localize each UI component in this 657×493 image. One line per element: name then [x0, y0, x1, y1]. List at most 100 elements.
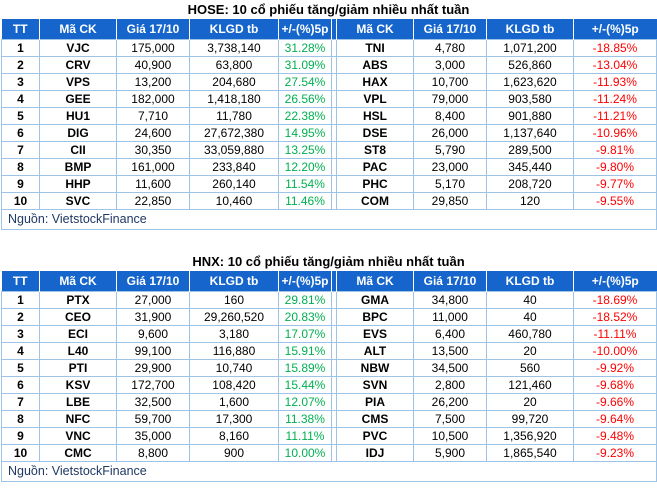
- table-row: 4 GEE 182,000 1,418,180 26.56% VPL 79,000 903,5…: [1, 90, 657, 108]
- rank-cell: 1: [1, 39, 40, 57]
- change-cell: 11.38%: [278, 410, 332, 428]
- table-row: 10 CMC 8,800 900 10.00% IDJ 5,900 1,865,540 -9.2…: [1, 444, 657, 462]
- change-cell: -9.64%: [573, 410, 657, 428]
- symbol-cell: LBE: [39, 393, 117, 411]
- rank-cell: 7: [1, 393, 40, 411]
- price-cell: 29,850: [413, 192, 487, 210]
- symbol-cell: NBW: [336, 359, 414, 377]
- volume-cell: 40: [486, 291, 574, 309]
- symbol-cell: DIG: [39, 124, 117, 142]
- volume-cell: 3,738,140: [189, 39, 279, 57]
- symbol-cell: EVS: [336, 325, 414, 343]
- symbol-cell: TNI: [336, 39, 414, 57]
- volume-cell: 116,880: [189, 342, 279, 360]
- rank-cell: 6: [1, 124, 40, 142]
- volume-cell: 20: [486, 393, 574, 411]
- symbol-cell: VPS: [39, 73, 117, 91]
- rank-cell: 2: [1, 56, 40, 74]
- column-header-0: TT: [1, 271, 40, 292]
- column-header-8: +/-(%)5p: [573, 19, 657, 40]
- volume-cell: 1,356,920: [486, 427, 574, 445]
- rank-cell: 4: [1, 342, 40, 360]
- column-header-5: Mã CK: [336, 271, 414, 292]
- change-cell: 11.46%: [278, 192, 332, 210]
- column-header-1: Mã CK: [39, 271, 117, 292]
- hose-table-title: HOSE: 10 cổ phiếu tăng/giảm nhiều nhất t…: [187, 2, 470, 17]
- price-cell: 161,000: [116, 158, 190, 176]
- table-row: 5 PTI 29,900 10,740 15.89% NBW 34,500 560 -9.92%: [1, 359, 657, 377]
- change-cell: 13.25%: [278, 141, 332, 159]
- symbol-cell: IDJ: [336, 444, 414, 462]
- symbol-cell: CEO: [39, 308, 117, 326]
- symbol-cell: DSE: [336, 124, 414, 142]
- volume-cell: 1,865,540: [486, 444, 574, 462]
- table-body: 1 PTX 27,000 160 29.81% GMA 34,800 40 -18.69% 2 CE…: [1, 291, 657, 462]
- volume-cell: 63,800: [189, 56, 279, 74]
- rank-cell: 8: [1, 410, 40, 428]
- change-cell: 10.00%: [278, 444, 332, 462]
- change-cell: -9.55%: [573, 192, 657, 210]
- volume-cell: 27,672,380: [189, 124, 279, 142]
- column-header-2: Giá 17/10: [116, 271, 190, 292]
- price-cell: 5,790: [413, 141, 487, 159]
- change-cell: -18.69%: [573, 291, 657, 309]
- symbol-cell: VNC: [39, 427, 117, 445]
- rank-cell: 7: [1, 141, 40, 159]
- price-cell: 10,700: [413, 73, 487, 91]
- change-cell: -9.77%: [573, 175, 657, 193]
- source-row: Nguồn: VietstockFinance: [1, 209, 657, 230]
- symbol-cell: HHP: [39, 175, 117, 193]
- volume-cell: 99,720: [486, 410, 574, 428]
- table-row: 5 HU1 7,710 11,780 22.38% HSL 8,400 901,880 -11.…: [1, 107, 657, 125]
- change-cell: -11.11%: [573, 325, 657, 343]
- price-cell: 35,000: [116, 427, 190, 445]
- table-row: 7 CII 30,350 33,059,880 13.25% ST8 5,790 289,50…: [1, 141, 657, 159]
- symbol-cell: HU1: [39, 107, 117, 125]
- symbol-cell: L40: [39, 342, 117, 360]
- volume-cell: 1,071,200: [486, 39, 574, 57]
- column-header-0: TT: [1, 19, 40, 40]
- column-header-8: +/-(%)5p: [573, 271, 657, 292]
- price-cell: 30,350: [116, 141, 190, 159]
- column-header-5: Mã CK: [336, 19, 414, 40]
- symbol-cell: CMS: [336, 410, 414, 428]
- volume-cell: 526,860: [486, 56, 574, 74]
- symbol-cell: BPC: [336, 308, 414, 326]
- rank-cell: 5: [1, 359, 40, 377]
- hose-movers-table: TT Mã CK Giá 17/10 KLGD tb +/-(%)5p Mã CK Giá …: [1, 19, 657, 230]
- price-cell: 10,500: [413, 427, 487, 445]
- volume-cell: 233,840: [189, 158, 279, 176]
- table-row: 2 CRV 40,900 63,800 31.09% ABS 3,000 526,860 -13…: [1, 56, 657, 74]
- price-cell: 11,000: [413, 308, 487, 326]
- header-row: TT Mã CK Giá 17/10 KLGD tb +/-(%)5p Mã CK Giá …: [1, 19, 657, 40]
- column-header-3: KLGD tb: [189, 19, 279, 40]
- volume-cell: 208,720: [486, 175, 574, 193]
- symbol-cell: HAX: [336, 73, 414, 91]
- symbol-cell: PHC: [336, 175, 414, 193]
- price-cell: 24,600: [116, 124, 190, 142]
- price-cell: 172,700: [116, 376, 190, 394]
- table-row: 6 KSV 172,700 108,420 15.44% SVN 2,800 121,460-…: [1, 376, 657, 394]
- rank-cell: 2: [1, 308, 40, 326]
- price-cell: 79,000: [413, 90, 487, 108]
- volume-cell: 903,580: [486, 90, 574, 108]
- change-cell: 12.07%: [278, 393, 332, 411]
- table-row: 8 NFC 59,700 17,300 11.38% CMS 7,500 99,720 -9.6…: [1, 410, 657, 428]
- table-row: 6 DIG 24,600 27,672,380 14.95% DSE 26,000 1,137…: [1, 124, 657, 142]
- price-cell: 3,000: [413, 56, 487, 74]
- column-header-6: Giá 17/10: [413, 271, 487, 292]
- volume-cell: 1,623,620: [486, 73, 574, 91]
- symbol-cell: GMA: [336, 291, 414, 309]
- symbol-cell: VPL: [336, 90, 414, 108]
- price-cell: 26,000: [413, 124, 487, 142]
- change-cell: 14.95%: [278, 124, 332, 142]
- volume-cell: 40: [486, 308, 574, 326]
- volume-cell: 11,780: [189, 107, 279, 125]
- rank-cell: 8: [1, 158, 40, 176]
- change-cell: 31.09%: [278, 56, 332, 74]
- volume-cell: 10,460: [189, 192, 279, 210]
- volume-cell: 900: [189, 444, 279, 462]
- change-cell: -18.52%: [573, 308, 657, 326]
- rank-cell: 9: [1, 427, 40, 445]
- price-cell: 2,800: [413, 376, 487, 394]
